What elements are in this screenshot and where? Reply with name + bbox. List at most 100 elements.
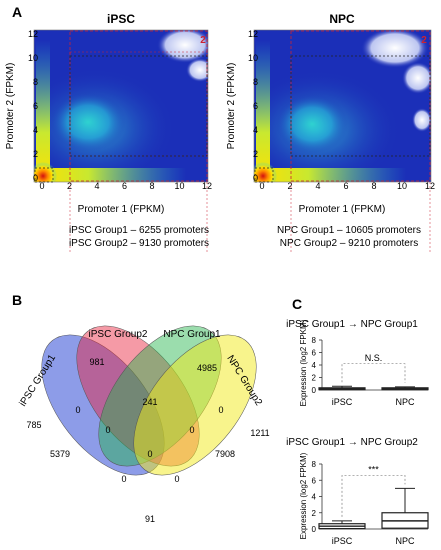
x-tick-label: 0 [259,181,264,191]
x-tick-label: 0 [39,181,44,191]
highlight-box-black [69,55,208,157]
venn-region-value: 785 [26,420,41,430]
y-tick-label: 4 [33,125,38,135]
boxplot-title: iPSC Group1 → NPC Group1 [286,319,418,330]
heatmap-field [254,30,431,182]
venn-region-value: 4985 [197,363,217,373]
x-tick-label: 6 [122,181,127,191]
y-tick-label: 2 [253,149,258,159]
caption-line-2: iPSC Group2 – 9130 promoters [69,238,209,249]
venn-region-value: 241 [142,397,157,407]
significance-bracket [341,363,406,383]
x-tick-label: iPSC [332,397,353,407]
x-tick-label: 4 [94,181,99,191]
venn-set-npc-group2 [133,334,257,476]
significance-label: *** [368,464,379,474]
significance-bracket [341,475,406,517]
region-label: 2 [200,35,206,46]
venn-region-value: 0 [189,425,194,435]
origin-box [254,167,274,183]
y-tick-label: 2 [33,149,38,159]
venn-label-npc-group1: NPC Group1 [163,329,221,340]
y-tick-label: 6 [33,101,38,111]
y-tick-label: 6 [312,476,317,485]
venn-region-value: 0 [174,474,179,484]
x-tick-label: 2 [67,181,72,191]
plot-frame [253,29,432,183]
y-tick-label: 6 [312,349,317,358]
venn-region-value: 0 [75,405,80,415]
y-axis-label: Expression (log2 FPKM) [299,452,308,539]
origin-box [34,167,54,183]
highlight-box-red [69,30,208,182]
y-tick-label: 8 [312,336,317,345]
y-ticks: 0 2 4 6 8 [312,460,322,534]
region-label: 2 [421,35,427,46]
venn-region-value: 0 [121,474,126,484]
heatmap-title: iPSC [107,12,135,26]
y-tick-label: 12 [248,29,258,39]
significance-label: N.S. [365,353,383,363]
boxes [318,385,429,391]
x-tick-label: 2 [287,181,292,191]
plot-frame [33,29,209,183]
x-tick-label: NPC [395,536,415,546]
panel-label-b: B [12,292,22,308]
venn-region-value: 0 [147,449,152,459]
venn-region-value: 981 [89,357,104,367]
caption-line-1: iPSC Group1 – 6255 promoters [69,225,209,236]
x-tick-label: 8 [149,181,154,191]
venn-label-ipsc-group2: iPSC Group2 [89,329,148,340]
x-tick-labels: 0 2 4 6 8 10 12 [39,181,212,191]
caption-line-1: NPC Group1 – 10605 promoters [277,225,421,236]
heatmap-ipsc: iPSC 2 0 2 4 6 8 10 12 0 2 4 6 8 10 12 Promoter 1 (F… [5,12,212,252]
x-tick-label: NPC [395,397,415,407]
y-tick-label: 0 [33,173,38,183]
x-tick-label: 4 [315,181,320,191]
y-tick-label: 0 [312,525,317,534]
venn-region-value: 5379 [50,449,70,459]
venn-region-value: 7908 [215,449,235,459]
y-tick-label: 4 [312,361,317,370]
y-tick-label: 8 [253,77,258,87]
x-tick-label: 8 [371,181,376,191]
y-tick-label: 10 [28,53,38,63]
significance: *** [341,464,406,517]
venn-region-value: 91 [145,514,155,524]
y-tick-labels: 0 2 4 6 8 10 12 [28,29,38,183]
x-tick-label: iPSC [332,536,353,546]
y-tick-label: 6 [253,101,258,111]
y-tick-label: 2 [312,374,317,383]
boxplot-title: iPSC Group1 → NPC Group2 [286,437,418,448]
y-tick-label: 2 [312,509,317,518]
y-axis-label: Expression (log2 FPKM) [299,319,308,406]
venn-diagram: iPSC Group2 NPC Group1 iPSC Group1 NPC G… [18,325,270,524]
y-tick-labels: 0 2 4 6 8 10 12 [248,29,258,183]
y-tick-label: 0 [253,173,258,183]
y-ticks: 0 2 4 6 8 [312,336,322,395]
y-tick-label: 12 [28,29,38,39]
y-axis-label: Promoter 2 (FPKM) [5,63,16,150]
x-tick-label: 10 [174,181,184,191]
boxplot-group1-to-group1: iPSC Group1 → NPC Group1 Expression (log… [286,319,429,407]
x-axis-label: Promoter 1 (FPKM) [299,204,386,215]
y-tick-label: 8 [312,460,317,469]
significance: N.S. [341,353,406,383]
venn-region-value: 0 [105,425,110,435]
y-tick-label: 0 [312,386,317,395]
x-tick-label: 6 [343,181,348,191]
y-tick-label: 8 [33,77,38,87]
boxes [318,487,429,530]
y-tick-label: 4 [312,493,317,502]
heatmap-field [34,30,208,182]
y-tick-label: 4 [253,125,258,135]
boxplot-group1-to-group2: iPSC Group1 → NPC Group2 Expression (log… [286,437,429,546]
x-tick-label: 10 [397,181,407,191]
panel-label-a: A [12,4,22,20]
x-axis-label: Promoter 1 (FPKM) [78,204,165,215]
y-axis-label: Promoter 2 (FPKM) [226,63,237,150]
heatmap-npc: NPC 2 0 2 4 6 8 10 12 0 2 4 6 8 10 12 Promoter 1 (FP… [226,12,435,252]
caption-line-2: NPC Group2 – 9210 promoters [280,238,418,249]
y-tick-label: 10 [248,53,258,63]
